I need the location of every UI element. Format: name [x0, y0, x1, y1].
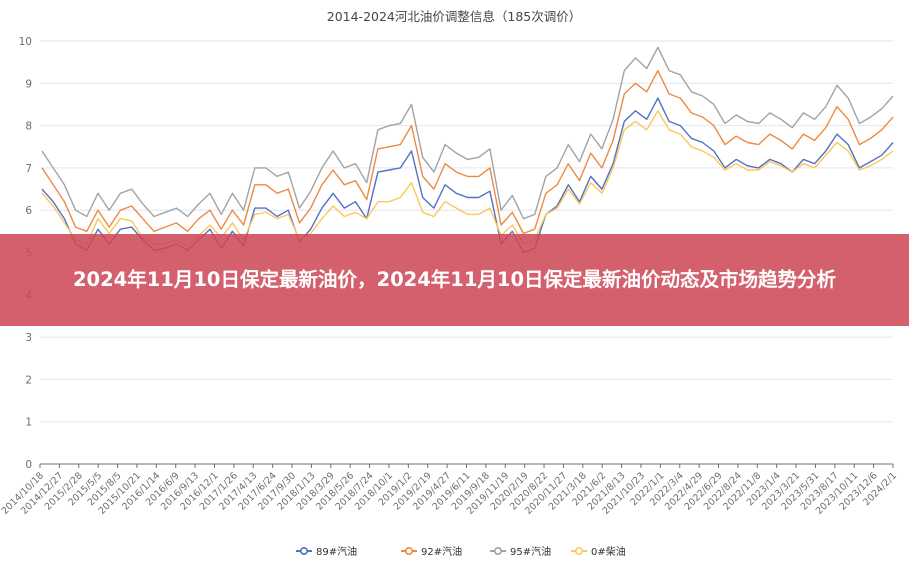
y-tick-label: 2 — [25, 374, 32, 386]
y-tick-label: 8 — [25, 121, 32, 133]
legend-label: 0#柴油 — [591, 545, 626, 558]
y-tick-label: 6 — [25, 205, 32, 217]
y-tick-label: 10 — [19, 36, 32, 48]
legend-label: 92#汽油 — [421, 545, 462, 558]
legend-swatch-marker — [404, 546, 413, 555]
y-tick-label: 0 — [25, 459, 32, 471]
series-line — [41, 97, 894, 254]
headline-banner: 2024年11月10日保定最新油价，2024年11月10日保定最新油价动态及市场… — [0, 234, 909, 326]
series-line — [41, 69, 894, 235]
series-lines — [41, 46, 894, 254]
legend-label: 95#汽油 — [510, 545, 551, 558]
series-line — [41, 46, 894, 220]
headline-text: 2024年11月10日保定最新油价，2024年11月10日保定最新油价动态及市场… — [72, 268, 837, 291]
y-tick-label: 1 — [25, 417, 32, 429]
chart-title: 2014-2024河北油价调整信息（185次调价） — [327, 9, 582, 24]
legend-swatch-marker — [493, 546, 502, 555]
x-axis: 2014/10/182014/12/272015/2/282015/5/5201… — [0, 463, 899, 517]
legend[interactable]: 89#汽油 92#汽油 95#汽油 0#柴油 — [296, 545, 626, 558]
legend-swatch-marker — [299, 546, 308, 555]
y-tick-label: 3 — [25, 332, 32, 344]
y-tick-label: 7 — [25, 163, 32, 175]
y-tick-label: 9 — [25, 78, 32, 90]
legend-swatch-marker — [574, 546, 583, 555]
legend-label: 89#汽油 — [316, 545, 357, 558]
